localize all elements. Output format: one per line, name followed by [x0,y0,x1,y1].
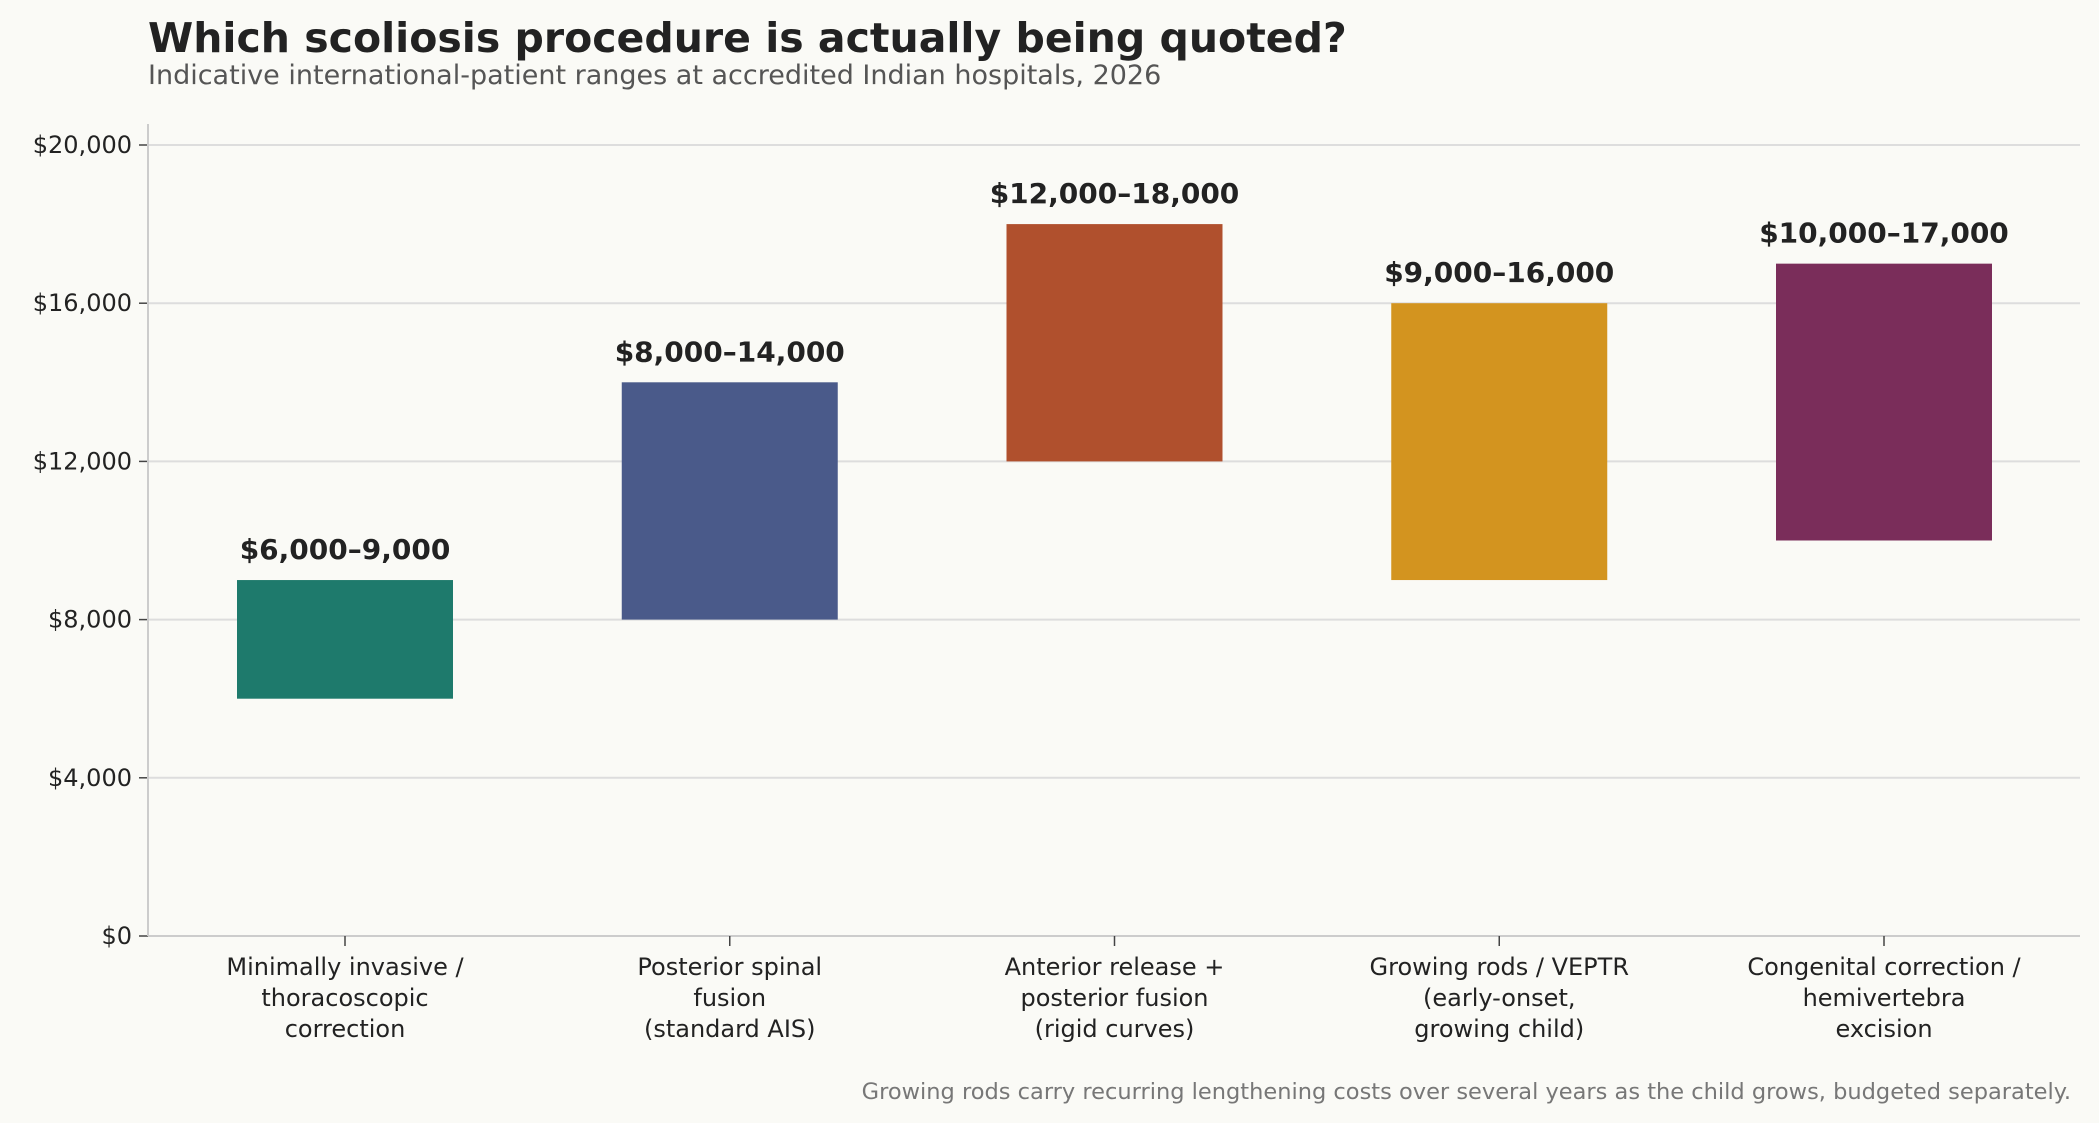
x-tick-label: (rigid curves) [1035,1015,1195,1043]
x-tick-label: excision [1835,1015,1932,1043]
axes [139,124,2080,946]
data-label: $12,000–18,000 [990,177,1240,210]
x-tick-label: Posterior spinal [637,953,822,981]
range-bar [237,580,453,699]
x-tick-label: Anterior release + [1005,953,1225,981]
range-bar [1006,224,1223,462]
chart-subtitle: Indicative international-patient ranges … [148,60,1161,91]
range-bar [1391,303,1608,581]
data-label: $10,000–17,000 [1759,217,2009,250]
x-tick-label: fusion [693,984,766,1012]
x-tick-label: hemivertebra [1803,984,1966,1012]
x-tick-label: (early-onset, [1423,984,1575,1012]
range-bar [621,382,838,620]
x-tick-label: Minimally invasive / [226,953,464,981]
labels: $0 $4,000 $8,000 $12,000 $16,000 $20,000 $6,00… [33,131,2022,1043]
bars [237,224,1992,699]
y-tick-label: $4,000 [48,764,132,792]
x-tick-label: growing child) [1414,1015,1584,1043]
x-tick-label: thoracoscopic [261,984,428,1012]
y-tick-label: $12,000 [33,447,132,475]
x-tick-label: (standard AIS) [644,1015,816,1043]
x-tick-label: posterior fusion [1020,984,1208,1012]
x-tick-label: Congenital correction / [1747,953,2021,981]
data-label: $8,000–14,000 [615,335,845,368]
chart-title: Which scoliosis procedure is actually be… [148,14,1347,62]
y-tick-label: $0 [101,922,132,950]
x-tick-label: correction [285,1015,406,1043]
x-tick-label: Growing rods / VEPTR [1370,953,1630,981]
y-tick-label: $8,000 [48,606,132,634]
y-tick-label: $16,000 [33,289,132,317]
chart-footnote: Growing rods carry recurring lengthening… [862,1079,2071,1105]
y-tick-label: $20,000 [33,131,132,159]
data-label: $6,000–9,000 [240,533,451,566]
range-bar [1776,263,1992,541]
data-label: $9,000–16,000 [1384,256,1614,289]
